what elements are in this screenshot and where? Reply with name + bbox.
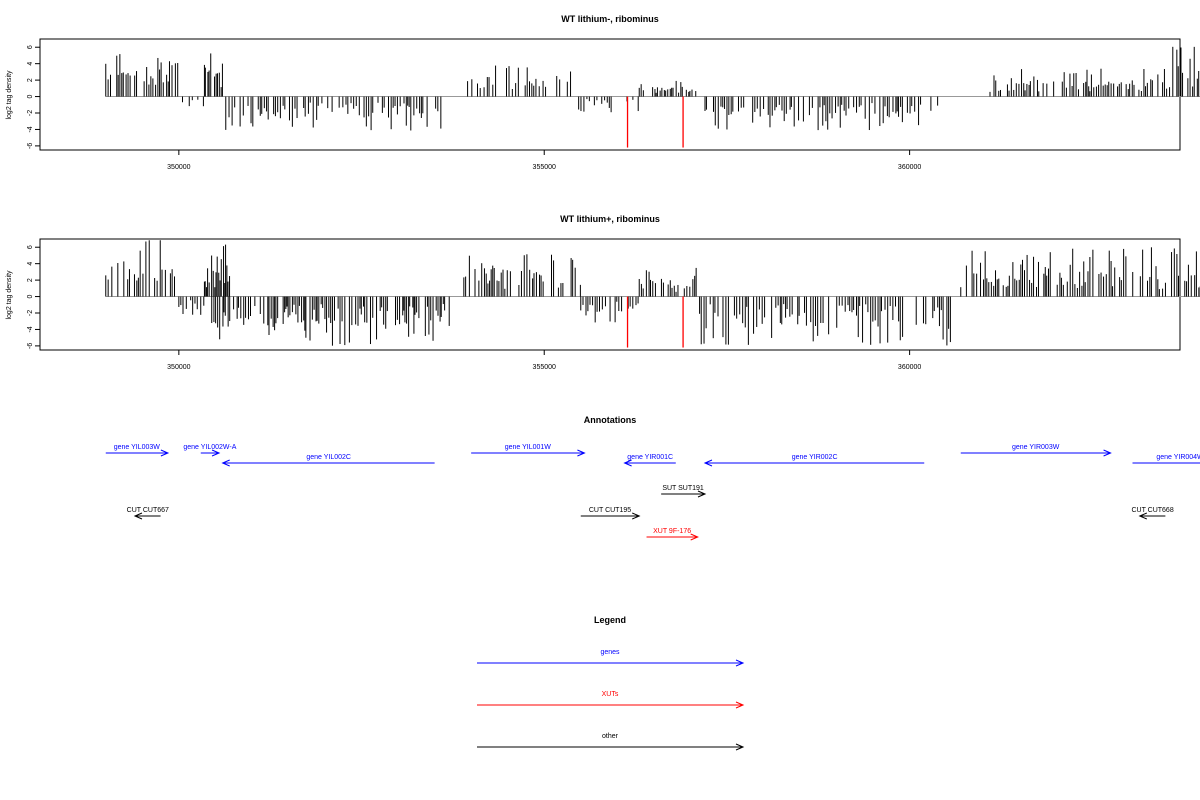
feature-label: gene YIR002C [792, 454, 838, 461]
arrow-head-icon [1103, 449, 1112, 457]
feature-label: gene YIL002W-A [183, 444, 236, 451]
feature-xut: XUT 9F-176 [646, 528, 699, 541]
x-tick-label: 350000 [167, 164, 190, 171]
y-tick-label: 2 [27, 78, 34, 82]
y-tick-label: 2 [27, 278, 34, 282]
legend-item: genes [477, 649, 745, 667]
arrow-head-icon [623, 459, 632, 467]
y-tick-label: 0 [27, 295, 34, 299]
feature-label: XUT 9F-176 [653, 528, 691, 535]
feature-gene: gene YIL001W [471, 444, 586, 457]
feature-label: CUT CUT668 [1131, 507, 1173, 514]
feature-gene: gene YIL002C [221, 454, 435, 467]
y-tick-label: 6 [27, 245, 34, 249]
arrow-head-icon [577, 449, 586, 457]
track-title: WT lithium-, ribominus [561, 14, 659, 24]
arrow-head-icon [735, 701, 745, 709]
track-panel-lithium-minus: WT lithium-, ribominus log2 tag density … [6, 14, 1200, 171]
feature-label: gene YIL003W [114, 444, 161, 451]
arrow-head-icon [133, 512, 143, 520]
plot-frame [39, 38, 1181, 151]
legend-label: genes [600, 649, 620, 656]
arrow-head-icon [160, 449, 170, 457]
feature-gene: gene YIR003W [960, 444, 1112, 457]
feature-gene: gene YIR002C [703, 454, 925, 467]
feature-other: SUT SUT191 [661, 485, 707, 498]
y-axis: -6 -4 -2 0 2 4 6 [27, 245, 40, 349]
x-axis: 350000 355000 360000 [167, 150, 921, 171]
x-tick-label: 360000 [898, 164, 921, 171]
arrow-head-icon [690, 533, 699, 541]
legend-label: other [602, 733, 619, 740]
y-axis-label: log2 tag density [6, 270, 13, 320]
feature-label: gene YIL001W [505, 444, 552, 451]
y-tick-label: -4 [27, 126, 34, 132]
feature-gene: gene YIR004W [1132, 454, 1200, 464]
x-axis: 350000 355000 360000 [167, 350, 921, 371]
x-tick-label: 360000 [898, 364, 921, 371]
y-tick-label: -2 [27, 310, 34, 316]
feature-other: CUT CUT668 [1131, 507, 1174, 520]
x-tick-label: 355000 [533, 164, 556, 171]
track-title: WT lithium+, ribominus [560, 214, 660, 224]
arrow-head-icon [697, 490, 707, 498]
feature-label: gene YIR004W [1156, 454, 1200, 461]
feature-label: CUT CUT667 [127, 507, 169, 514]
legend: Legend genes XUTs other [477, 615, 745, 751]
legend-items: genes XUTs other [477, 649, 745, 751]
feature-gene: gene YIR001C [623, 454, 676, 467]
feature-label: gene YIL002C [306, 454, 351, 461]
y-tick-label: -6 [27, 343, 34, 349]
feature-other: CUT CUT667 [127, 507, 169, 520]
arrow-head-icon [735, 743, 745, 751]
arrow-head-icon [1138, 512, 1148, 520]
y-tick-label: -6 [27, 143, 34, 149]
feature-gene: gene YIL002W-A [183, 444, 237, 457]
feature-label: gene YIR001C [627, 454, 673, 461]
density-bars [105, 240, 1200, 348]
feature-gene: gene YIL003W [105, 444, 170, 457]
y-tick-label: 6 [27, 45, 34, 49]
y-axis-label: log2 tag density [6, 70, 13, 120]
plot-frame [39, 238, 1181, 351]
arrow-head-icon [703, 459, 713, 467]
track-panel-lithium-plus: WT lithium+, ribominus log2 tag density … [6, 214, 1200, 371]
feature-label: SUT SUT191 [662, 485, 704, 492]
y-tick-label: 4 [27, 262, 34, 266]
x-tick-label: 355000 [533, 364, 556, 371]
feature-label: gene YIR003W [1012, 444, 1060, 451]
feature-arrows: gene YIL003W gene YIL002W-A gene YIL002C ge… [105, 444, 1200, 541]
arrow-head-icon [735, 659, 745, 667]
legend-item: other [477, 733, 745, 751]
y-tick-label: 4 [27, 62, 34, 66]
y-axis: -6 -4 -2 0 2 4 6 [27, 45, 40, 149]
annotations-panel: Annotations gene YIL003W gene YIL002W-Age… [105, 415, 1200, 541]
legend-label: XUTs [602, 691, 619, 698]
density-bars [105, 46, 1200, 148]
feature-label: CUT CUT195 [589, 507, 631, 514]
feature-other: CUT CUT195 [580, 507, 641, 520]
y-tick-label: -4 [27, 326, 34, 332]
annotations-title: Annotations [584, 415, 637, 425]
arrow-head-icon [632, 512, 641, 520]
legend-title: Legend [594, 615, 626, 625]
y-tick-label: -2 [27, 110, 34, 116]
x-tick-label: 350000 [167, 364, 190, 371]
y-tick-label: 0 [27, 95, 34, 99]
arrow-head-icon [221, 459, 230, 467]
legend-item: XUTs [477, 691, 745, 709]
arrow-head-icon [211, 449, 221, 457]
